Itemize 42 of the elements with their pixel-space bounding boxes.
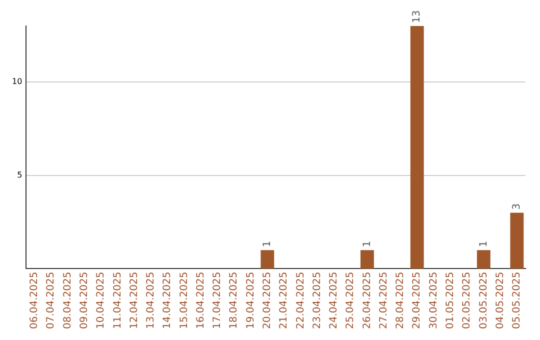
x-tick-label: 13.04.2025 [146,272,157,330]
x-tick-label: 06.04.2025 [29,272,40,330]
x-tick-label: 23.04.2025 [312,272,323,330]
x-tick-label: 25.04.2025 [345,272,356,330]
y-tick-label: 5 [17,170,22,180]
x-tick-label: 14.04.2025 [162,272,174,330]
x-tick-label: 28.04.2025 [395,272,406,330]
data-label: 1 [262,240,273,248]
bar [476,250,490,269]
x-tick-label: 15.04.2025 [178,272,190,330]
x-tick-label: 21.04.2025 [278,272,290,330]
bar [510,212,524,269]
x-tick-label: 16.04.2025 [195,272,206,330]
x-tick-label: 07.04.2025 [46,272,57,330]
x-tick-label: 24.04.2025 [328,272,340,330]
bar [260,250,274,269]
data-label: 13 [412,10,423,23]
x-tick-label: 11.04.2025 [112,272,124,330]
bar [360,250,374,269]
x-tick-label: 12.04.2025 [128,272,140,330]
data-label: 1 [362,240,373,248]
x-tick-label: 29.04.2025 [412,272,423,330]
x-tick-label: 20.04.2025 [262,272,273,330]
x-tick-label: 03.05.2025 [478,272,490,330]
x-tick-label: 30.04.2025 [428,272,440,330]
x-tick-label: 19.04.2025 [245,272,256,330]
x-tick-label: 18.04.2025 [228,272,240,330]
x-tick-label: 08.04.2025 [62,272,74,330]
y-tick-label: 10 [12,77,22,86]
x-tick-label: 01.05.2025 [444,272,456,330]
x-tick-label: 26.04.2025 [362,272,373,330]
data-label: 1 [478,240,490,248]
x-tick-label: 17.04.2025 [212,272,224,330]
x-tick-label: 10.04.2025 [96,272,107,330]
x-tick-label: 09.04.2025 [79,272,90,330]
bar [410,26,424,269]
data-label: 3 [512,203,523,210]
x-tick-label: 05.05.2025 [512,272,523,330]
x-tick-label: 22.04.2025 [295,272,306,330]
x-tick-label: 27.04.2025 [378,272,390,330]
x-tick-label: 02.05.2025 [462,272,473,330]
x-tick-label: 04.05.2025 [494,272,506,330]
